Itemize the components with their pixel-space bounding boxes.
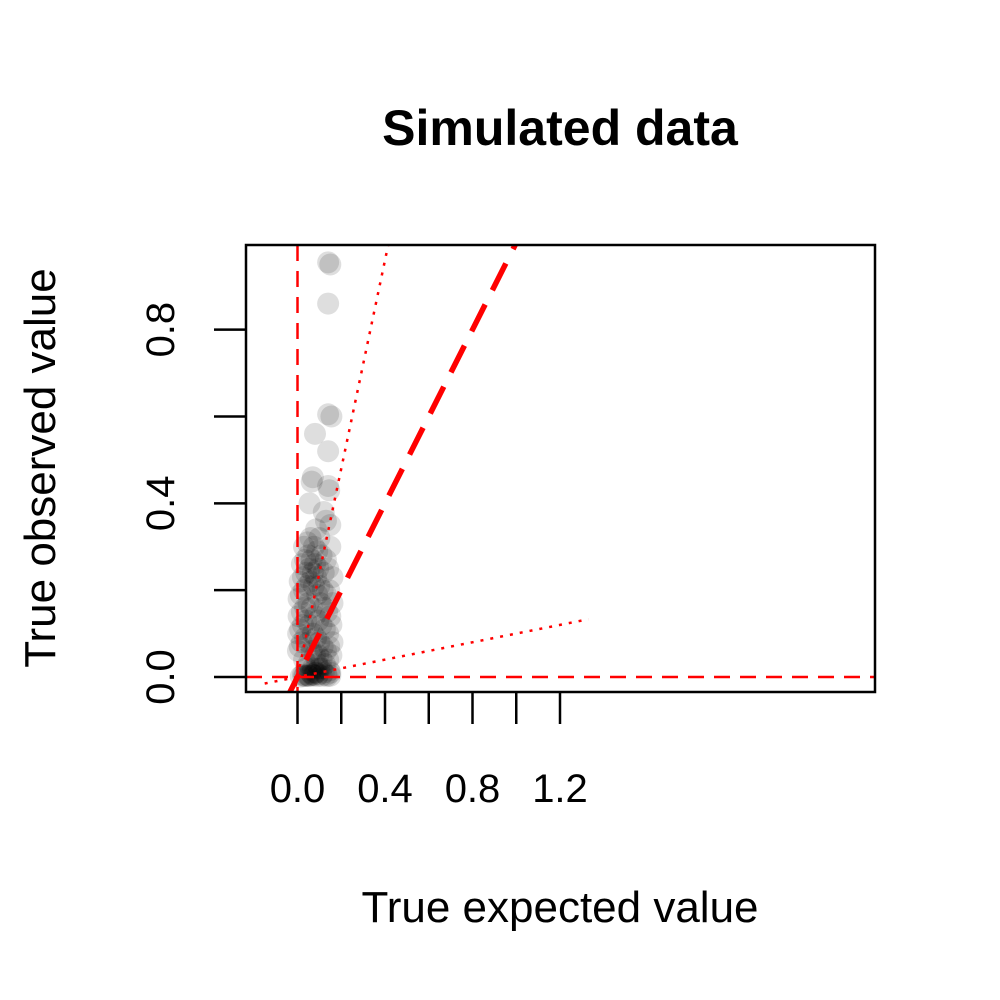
data-point [296, 664, 319, 687]
data-point [314, 663, 337, 686]
data-point [297, 664, 320, 687]
reference-line-diagonal [286, 245, 519, 692]
data-point [310, 664, 333, 687]
data-point [306, 652, 329, 675]
data-point [298, 613, 321, 636]
data-point [317, 622, 340, 645]
points-layer [286, 251, 344, 688]
data-point [307, 663, 330, 686]
x-tick-label: 0.4 [357, 767, 413, 811]
data-point [310, 613, 333, 636]
data-point [306, 665, 329, 688]
data-point [320, 613, 343, 636]
reference-line-diagonal [293, 245, 390, 692]
data-point [314, 639, 337, 662]
data-point [305, 518, 328, 541]
data-point [314, 509, 337, 532]
x-tick-label: 1.2 [532, 767, 588, 811]
data-point [306, 583, 329, 606]
y-tick-label: 0.0 [139, 649, 183, 705]
data-point [310, 544, 333, 567]
data-point [313, 652, 336, 675]
data-point [318, 579, 341, 602]
x-axis: 0.0 0.4 0.8 1.2 [270, 692, 588, 811]
data-point [310, 648, 333, 671]
data-point [304, 422, 326, 445]
data-point [317, 557, 340, 580]
data-point [317, 648, 340, 671]
data-point [296, 574, 319, 597]
data-point [319, 253, 342, 276]
data-point [295, 609, 318, 632]
data-point [294, 596, 317, 619]
data-point [317, 440, 340, 463]
data-point [307, 557, 330, 580]
data-point [311, 579, 334, 602]
data-point [301, 657, 324, 680]
data-point [317, 292, 340, 315]
data-point [314, 548, 337, 571]
data-point [308, 527, 331, 550]
data-point [321, 566, 344, 589]
data-point [302, 664, 325, 687]
data-point [295, 657, 318, 680]
data-point [287, 622, 310, 645]
data-point [320, 405, 343, 428]
x-axis-label: True expected value [361, 883, 758, 932]
data-point [294, 626, 317, 649]
y-axis: 0.0 0.4 0.8 [139, 302, 246, 705]
data-point [299, 527, 322, 550]
data-point [317, 403, 340, 426]
data-point [301, 664, 324, 687]
data-point [300, 470, 323, 493]
data-point [298, 557, 321, 580]
data-point [300, 663, 323, 686]
data-point [304, 553, 326, 576]
data-point [321, 631, 344, 654]
data-point [288, 635, 311, 658]
data-point [318, 635, 341, 658]
y-tick-label: 0.8 [139, 302, 183, 358]
data-point [312, 501, 335, 524]
data-point [302, 535, 325, 558]
data-point [288, 570, 311, 593]
x-tick-label: 0.8 [445, 767, 501, 811]
data-point [317, 474, 340, 497]
data-point [307, 609, 330, 632]
data-point [297, 544, 320, 567]
data-point [298, 492, 321, 515]
data-point [294, 548, 317, 571]
data-point [304, 605, 326, 628]
data-point [308, 574, 331, 597]
data-point [295, 561, 318, 584]
y-tick-label: 0.4 [139, 476, 183, 532]
x-tick-label: 0.0 [270, 767, 326, 811]
data-point [289, 583, 312, 606]
data-point [297, 652, 320, 675]
data-point [301, 466, 324, 489]
data-point [305, 566, 328, 589]
data-point [318, 479, 341, 502]
y-axis-label: True observed value [16, 268, 65, 667]
data-point [317, 251, 340, 274]
data-point [302, 574, 325, 597]
reference-lines [246, 245, 875, 692]
data-point [296, 531, 319, 554]
chart-title: Simulated data [382, 100, 739, 156]
data-point [314, 583, 337, 606]
data-point [320, 644, 343, 667]
data-point [300, 548, 323, 571]
data-point [319, 514, 342, 537]
data-point [319, 535, 342, 558]
